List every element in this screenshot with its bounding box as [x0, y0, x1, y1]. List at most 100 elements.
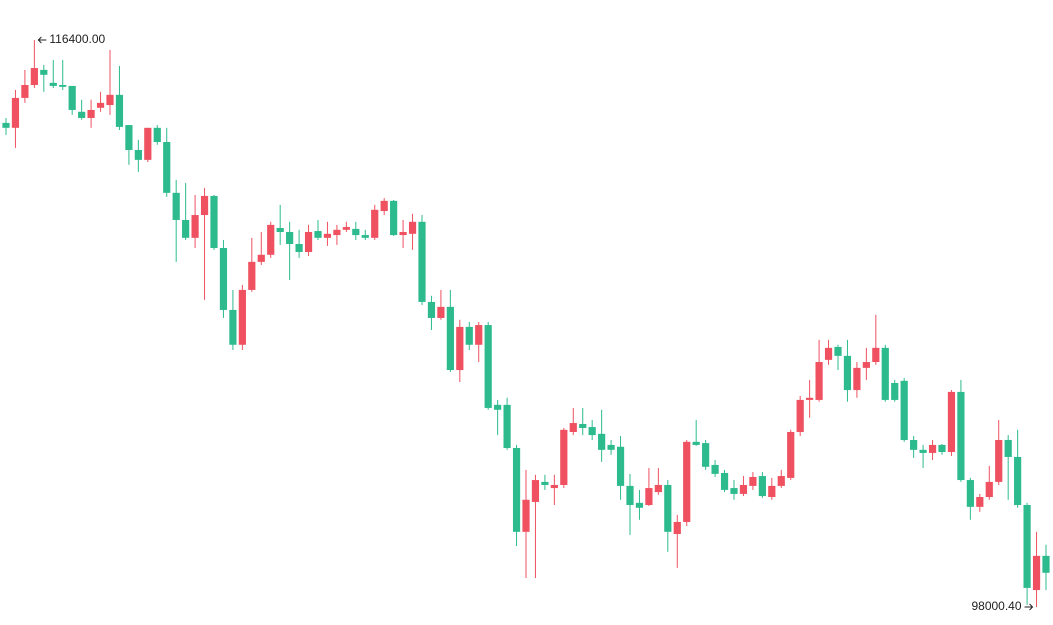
candle-body: [569, 423, 577, 432]
candle-body: [1023, 505, 1031, 588]
candle-body: [437, 306, 445, 318]
candle-body: [210, 195, 218, 249]
candle-body: [2, 122, 10, 128]
candle-body: [588, 427, 596, 436]
candle-body: [21, 84, 29, 98]
candle-body: [1014, 456, 1022, 506]
candle-body: [673, 521, 681, 534]
candle-body: [352, 228, 360, 236]
candle-body: [295, 244, 303, 253]
candle-body: [787, 431, 795, 478]
candle-body: [739, 484, 748, 494]
candle-body: [238, 289, 246, 345]
candle-body: [692, 441, 700, 445]
candle-body: [824, 347, 833, 360]
candle-body: [815, 362, 823, 400]
candle-body: [957, 391, 965, 481]
candle-body: [579, 423, 587, 428]
candle-body: [711, 464, 719, 474]
candle-body: [390, 200, 398, 236]
marker-arrow: [37, 36, 47, 44]
candle-body: [314, 231, 322, 238]
candle-body: [163, 142, 171, 193]
candle-body: [191, 215, 199, 238]
candle-body: [106, 94, 114, 106]
candle-body: [626, 485, 634, 506]
candle-body: [531, 480, 540, 502]
candle-body: [1032, 555, 1041, 591]
marker-arrow: [1024, 603, 1034, 611]
candle-body: [257, 254, 265, 262]
price-marker: [1024, 603, 1034, 611]
candle-body: [503, 404, 511, 449]
candle-body: [702, 443, 710, 467]
candle-body: [522, 499, 530, 532]
candle-body: [371, 209, 379, 238]
candle-body: [182, 219, 190, 238]
candle-body: [550, 484, 558, 489]
candle-body: [985, 481, 993, 497]
candle-body: [938, 444, 946, 453]
candle-body: [418, 221, 426, 302]
candle-body: [1004, 439, 1012, 457]
candle-body: [616, 446, 625, 486]
candle-body: [834, 346, 842, 356]
candle-body: [427, 301, 436, 318]
candle-body: [758, 476, 766, 497]
candle-body: [408, 221, 417, 234]
candle-body: [730, 488, 738, 494]
candle-body: [200, 195, 209, 216]
candle-body: [87, 109, 95, 118]
candle-body: [59, 84, 67, 87]
candle-body: [78, 111, 86, 118]
candle-body: [465, 326, 473, 345]
candle-body: [456, 326, 464, 371]
candle-body: [446, 306, 454, 371]
candle-body: [68, 85, 76, 110]
candle-body: [286, 231, 294, 245]
candle-body: [928, 444, 937, 453]
candle-body: [806, 397, 814, 400]
candle-body: [323, 233, 332, 238]
price-marker-label: 98000.40: [971, 599, 1021, 613]
candle-body: [947, 391, 956, 453]
candle-body: [749, 476, 757, 486]
candle-body: [683, 441, 691, 522]
candle-body: [995, 439, 1003, 482]
candle-body: [777, 476, 785, 486]
candle-body: [494, 404, 502, 410]
candle-body: [267, 224, 275, 255]
candle-body: [900, 380, 908, 440]
candle-body: [512, 448, 521, 532]
candle-body: [796, 399, 804, 432]
candle-body: [153, 127, 161, 143]
candle-body: [399, 231, 407, 236]
candle-body: [645, 488, 653, 506]
candle-body: [49, 82, 57, 86]
candle-body: [607, 444, 615, 450]
candle-body: [276, 227, 284, 232]
candle-body: [96, 102, 105, 108]
candle-body: [172, 192, 180, 220]
candle-body: [125, 125, 133, 151]
candle-body: [361, 235, 369, 238]
candle-body: [843, 355, 852, 391]
candle-body: [768, 485, 776, 497]
candle-body: [664, 484, 672, 532]
candle-body: [40, 69, 48, 75]
price-marker-label: 116400.00: [49, 32, 105, 46]
candle-body: [853, 367, 861, 391]
candle-body: [635, 502, 644, 508]
candle-body: [248, 261, 256, 290]
candle-body: [484, 325, 492, 408]
candle-body: [304, 231, 313, 253]
candle-body: [30, 68, 38, 85]
candle-body: [560, 429, 568, 485]
candle-body: [115, 94, 124, 127]
candle-body: [966, 480, 974, 507]
candle-body: [881, 347, 889, 400]
candle-body: [219, 248, 228, 310]
candle-body: [11, 97, 20, 128]
candle-body: [976, 496, 984, 507]
candle-body: [380, 200, 388, 212]
